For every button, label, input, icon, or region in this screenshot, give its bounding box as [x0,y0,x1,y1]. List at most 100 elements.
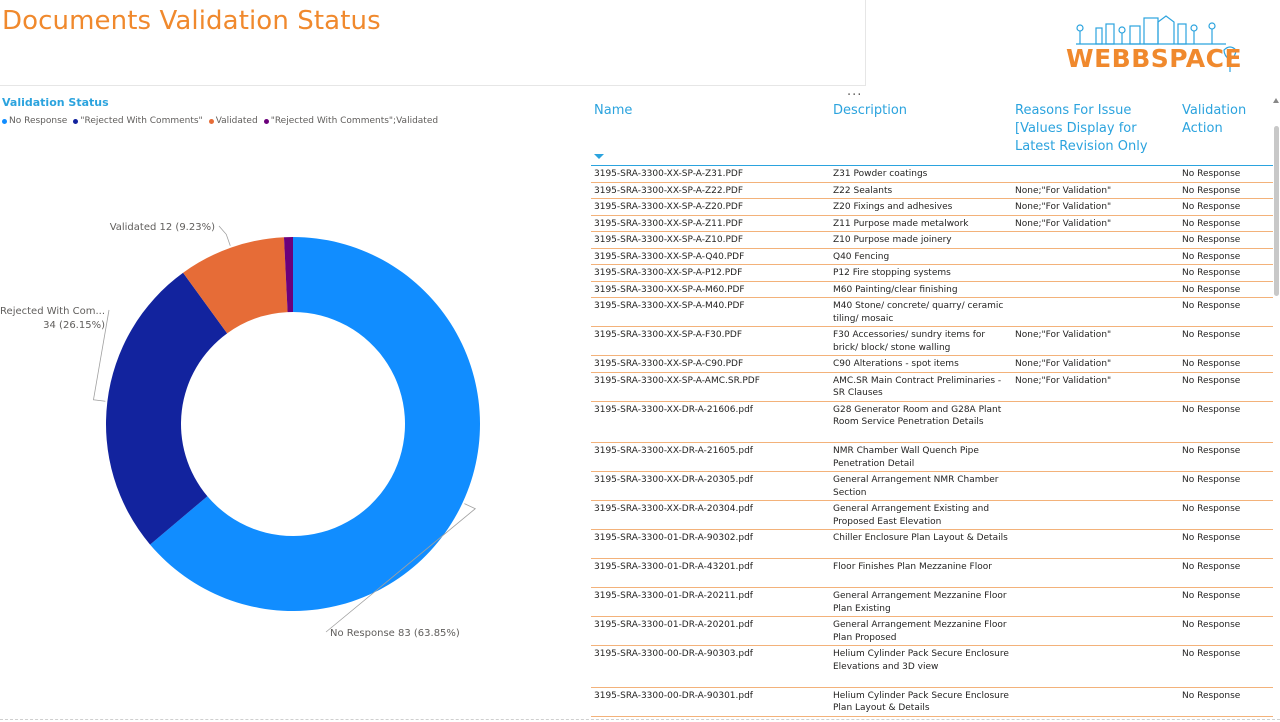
data-label: 34 (26.15%) [43,320,105,331]
legend-dot-icon [73,118,79,124]
table-row[interactable]: 3195-SRA-3300-XX-SP-A-AMC.SR.PDF AMC.SR M… [591,373,1273,402]
cell-name: 3195-SRA-3300-XX-SP-A-F30.PDF [594,330,743,340]
leader-line [218,225,231,246]
table-row[interactable]: 3195-SRA-3300-01-DR-A-43201.pdf Floor Fin… [591,559,1273,588]
cell-description: Helium Cylinder Pack Secure Enclosure Pl… [833,690,1009,714]
legend-item[interactable]: Validated [208,116,258,126]
cell-validation-action: No Response [1182,475,1241,485]
table-row[interactable]: 3195-SRA-3300-01-DR-A-90302.pdf Chiller E… [591,530,1273,559]
page-divider [0,719,1280,720]
table-row[interactable]: 3195-SRA-3300-XX-DR-A-21606.pdf G28 Gener… [591,402,1273,443]
legend-dot-icon [208,118,214,124]
data-label: Validated 12 (9.23%) [110,222,215,233]
table-row[interactable]: 3195-SRA-3300-XX-SP-A-M40.PDF M40 Stone/ … [591,298,1273,327]
table-row[interactable]: 3195-SRA-3300-XX-SP-A-Z10.PDF Z10 Purpose… [591,232,1273,249]
table-row[interactable]: 3195-SRA-3300-XX-SP-A-P12.PDF P12 Fire st… [591,265,1273,282]
cell-description: Z31 Powder coatings [833,169,928,179]
table-row[interactable]: 3195-SRA-3300-XX-SP-A-Z11.PDF Z11 Purpose… [591,216,1273,232]
cell-validation-action: No Response [1182,504,1241,514]
cell-validation-action: No Response [1182,533,1241,543]
donut-chart[interactable]: No Response 83 (63.85%) "Rejected With Co… [0,130,590,720]
table-row[interactable]: 3195-SRA-3300-00-DR-A-90301.pdf Helium Cy… [591,688,1273,717]
title-card: Documents Validation Status [0,0,866,86]
cell-description: Floor Finishes Plan Mezzanine Floor [833,562,992,572]
cell-validation-action: No Response [1182,562,1241,572]
more-options-icon[interactable]: ... [847,84,863,99]
cell-name: 3195-SRA-3300-XX-SP-A-Z20.PDF [594,202,744,212]
table-row[interactable]: 3195-SRA-3300-XX-DR-A-20305.pdf General A… [591,472,1273,501]
column-header-reasons[interactable]: Reasons For Issue [Values Display for La… [1015,103,1148,154]
table-row[interactable]: 3195-SRA-3300-XX-DR-A-20304.pdf General A… [591,501,1273,530]
cell-description: Q40 Fencing [833,251,890,262]
cell-description: General Arrangement Mezzanine Floor Plan… [833,620,1007,643]
table-row[interactable]: 3195-SRA-3300-00-DR-A-90303.pdf Helium Cy… [591,646,1273,688]
column-header-name[interactable]: Name [594,103,633,118]
legend-item[interactable]: "Rejected With Comments";Validated [263,116,438,126]
cell-validation-action: No Response [1182,330,1241,340]
cell-validation-action: No Response [1182,169,1241,179]
table-row[interactable]: 3195-SRA-3300-XX-SP-A-Q40.PDF Q40 Fencing… [591,249,1273,265]
table-row[interactable]: 3195-SRA-3300-XX-SP-A-Z20.PDF Z20 Fixings… [591,199,1273,216]
sort-descending-icon[interactable] [594,154,604,159]
cell-description: C90 Alterations - spot items [833,359,959,369]
leader-line [92,309,110,402]
cell-validation-action: No Response [1182,649,1241,659]
documents-table: Name Description Reasons For Issue [Valu… [591,96,1273,718]
page-title: Documents Validation Status [2,6,381,36]
legend-item[interactable]: "Rejected With Comments" [73,116,203,126]
legend-label: "Rejected With Comments" [80,116,203,126]
table-row[interactable]: 3195-SRA-3300-01-DR-A-20211.pdf General A… [591,588,1273,617]
logo: WEBBSPACE [1066,14,1246,76]
chart-title: Validation Status [2,96,109,109]
cell-description: Z22 Sealants [833,185,893,196]
legend-label: No Response [9,116,68,126]
city-skyline-icon [1076,15,1237,72]
cell-description: Z11 Purpose made metalwork [833,218,969,229]
table-row[interactable]: 3195-SRA-3300-01-DR-A-20201.pdf General A… [591,617,1273,646]
cell-name: 3195-SRA-3300-XX-DR-A-20305.pdf [594,475,753,485]
table-scrollbar[interactable] [1273,96,1280,718]
cell-name: 3195-SRA-3300-01-DR-A-20211.pdf [594,591,753,601]
cell-description: NMR Chamber Wall Quench Pipe Penetration… [833,446,979,469]
legend-dot-icon [2,118,7,124]
donut-slice[interactable] [183,237,288,334]
logo-wordmark: WEBBSPACE [1066,44,1243,73]
cell-description: P12 Fire stopping systems [833,268,951,278]
table-row[interactable]: 3195-SRA-3300-XX-SP-A-C90.PDF C90 Alterat… [591,356,1273,373]
table-row[interactable]: 3195-SRA-3300-XX-SP-A-M60.PDF M60 Paintin… [591,282,1273,298]
cell-description: AMC.SR Main Contract Preliminaries - SR … [833,375,1002,399]
cell-validation-action: No Response [1182,404,1241,415]
donut-slice[interactable] [150,237,481,611]
table-row[interactable]: 3195-SRA-3300-XX-SP-A-F30.PDF F30 Accesso… [591,327,1273,356]
cell-validation-action: No Response [1182,251,1241,262]
donut-slice[interactable] [106,272,228,545]
scroll-thumb[interactable] [1274,126,1279,296]
cell-validation-action: No Response [1182,446,1241,456]
column-header-validation-action[interactable]: Validation Action [1182,103,1247,136]
cell-name: 3195-SRA-3300-XX-SP-A-Z31.PDF [594,169,744,179]
cell-name: 3195-SRA-3300-XX-SP-A-Z10.PDF [594,235,744,245]
donut-slice[interactable] [283,237,293,313]
table-row[interactable]: 3195-SRA-3300-XX-DR-A-21605.pdf NMR Chamb… [591,443,1273,472]
cell-name: 3195-SRA-3300-01-DR-A-43201.pdf [594,562,753,572]
cell-description: Helium Cylinder Pack Secure Enclosure El… [833,649,1009,672]
chart-legend: No Response "Rejected With Comments" Valid… [2,116,438,126]
table-row[interactable]: 3195-SRA-3300-XX-SP-A-Z31.PDF Z31 Powder … [591,166,1273,183]
cell-validation-action: No Response [1182,185,1241,196]
scroll-up-icon[interactable] [1273,98,1279,103]
cell-reason: None;"For Validation" [1015,202,1112,212]
legend-item[interactable]: No Response [2,116,67,126]
cell-reason: None;"For Validation" [1015,218,1112,229]
data-label: "Rejected With Com... [0,306,105,317]
legend-dot-icon [263,118,269,124]
cell-name: 3195-SRA-3300-00-DR-A-90303.pdf [594,649,753,659]
cell-validation-action: No Response [1182,375,1241,386]
cell-description: Chiller Enclosure Plan Layout & Details [833,533,1008,543]
table-row[interactable]: 3195-SRA-3300-XX-SP-A-Z22.PDF Z22 Sealant… [591,183,1273,199]
column-header-description[interactable]: Description [833,103,908,118]
cell-name: 3195-SRA-3300-XX-SP-A-C90.PDF [594,359,744,369]
cell-description: Z10 Purpose made joinery [833,235,952,245]
cell-name: 3195-SRA-3300-XX-SP-A-P12.PDF [594,268,743,278]
cell-validation-action: No Response [1182,202,1241,212]
